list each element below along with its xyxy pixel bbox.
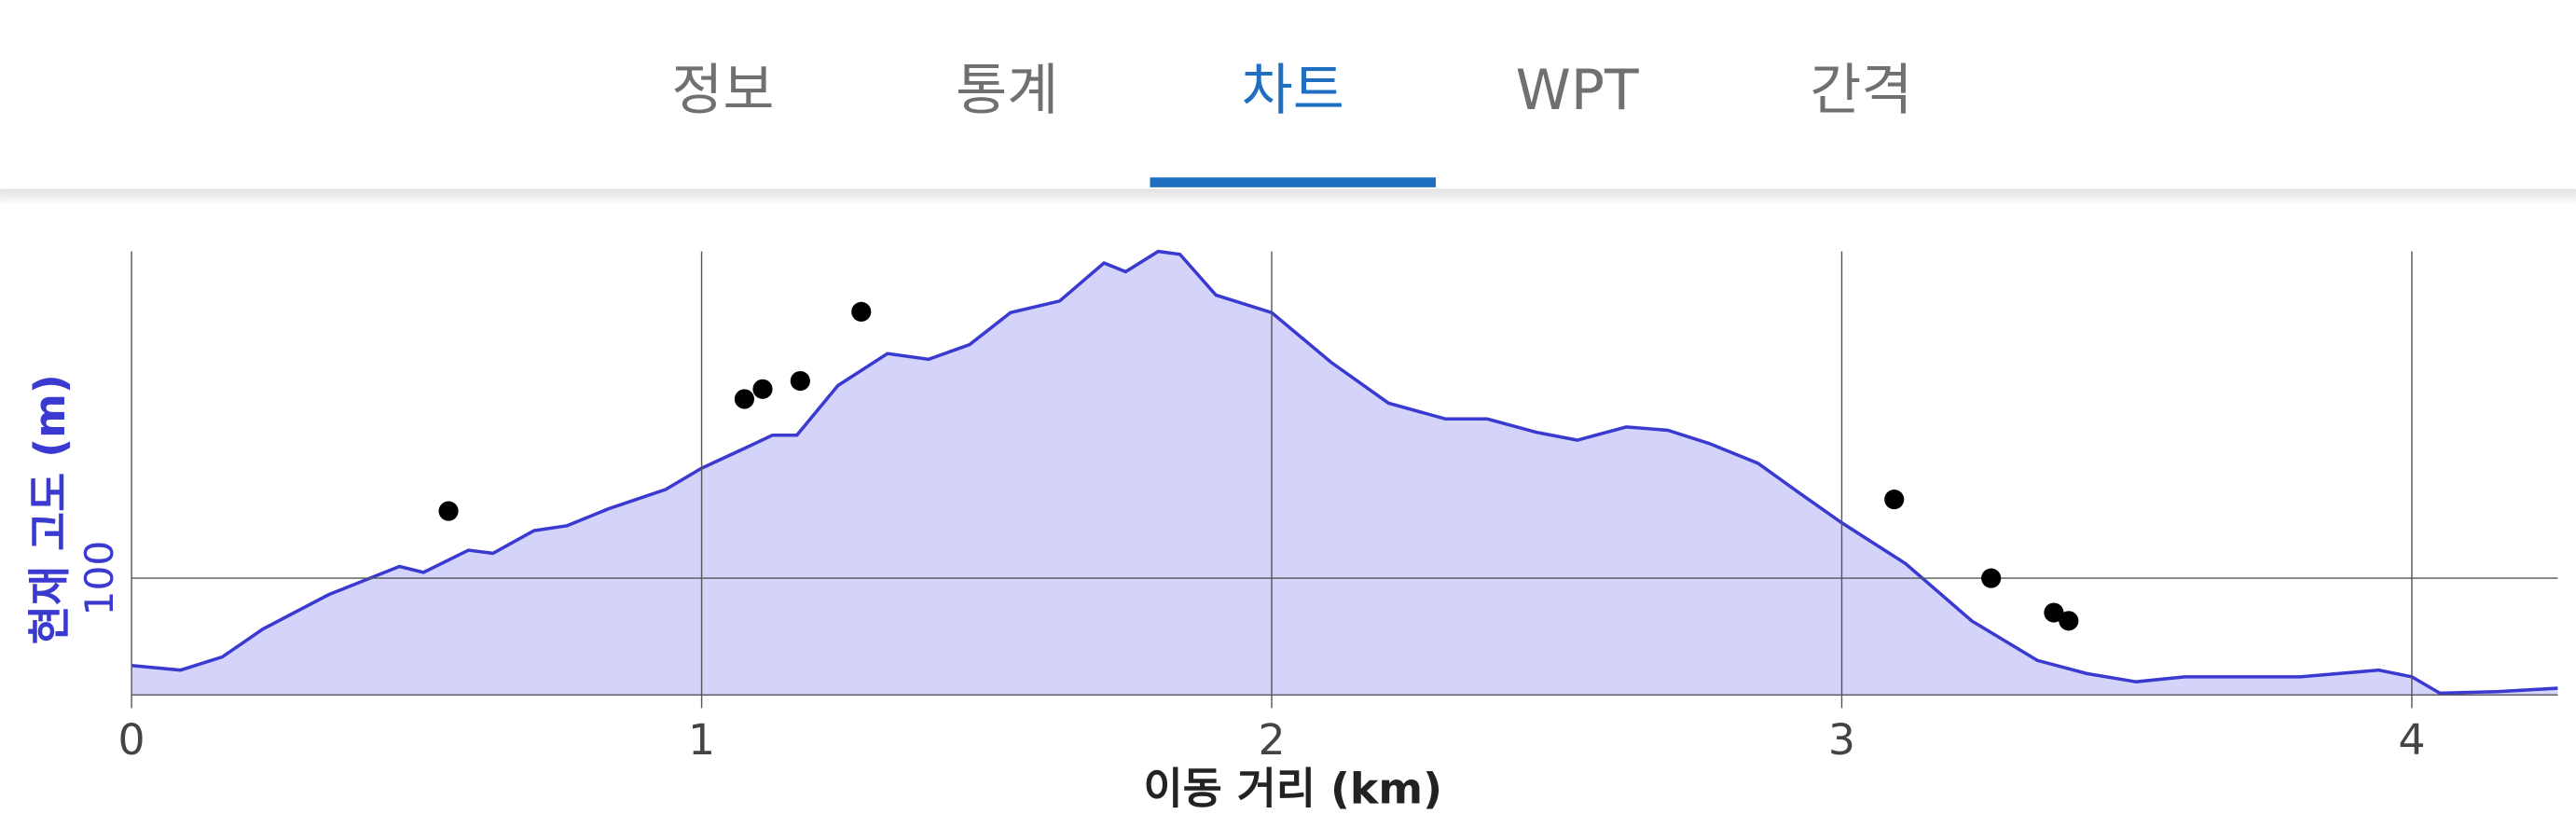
waypoint <box>2059 611 2079 631</box>
waypoint <box>438 501 459 521</box>
tab[interactable]: 간격 <box>1810 58 1912 123</box>
tab[interactable]: 정보 <box>671 58 774 123</box>
elevation-line <box>131 249 2558 696</box>
tab-indicator <box>1150 177 1437 187</box>
x-axis-label: 이동 거리 (km) <box>1144 764 1442 814</box>
y-tick-label: 100 <box>76 541 122 616</box>
tab[interactable]: 통계 <box>956 58 1058 123</box>
tab[interactable]: 차트 <box>1242 58 1344 123</box>
y-axis-label: 현재 고도 (m) <box>24 374 75 644</box>
x-tick-label: 0 <box>118 714 145 765</box>
waypoint <box>851 301 872 322</box>
waypoint <box>790 370 810 392</box>
x-tick-label: 2 <box>1258 714 1285 765</box>
x-tick-label: 4 <box>2398 714 2425 765</box>
tab-bar <box>0 0 2576 189</box>
x-tick-label: 1 <box>688 714 715 765</box>
waypoint <box>1884 490 1905 510</box>
x-tick-label: 3 <box>1828 714 1855 765</box>
waypoint <box>734 389 754 409</box>
waypoint <box>2044 602 2064 623</box>
tab[interactable]: WPT <box>1516 58 1639 123</box>
waypoint <box>752 379 773 399</box>
tab-shadow <box>0 188 2576 206</box>
elevation-area <box>131 251 2558 696</box>
waypoint <box>1981 568 2002 588</box>
